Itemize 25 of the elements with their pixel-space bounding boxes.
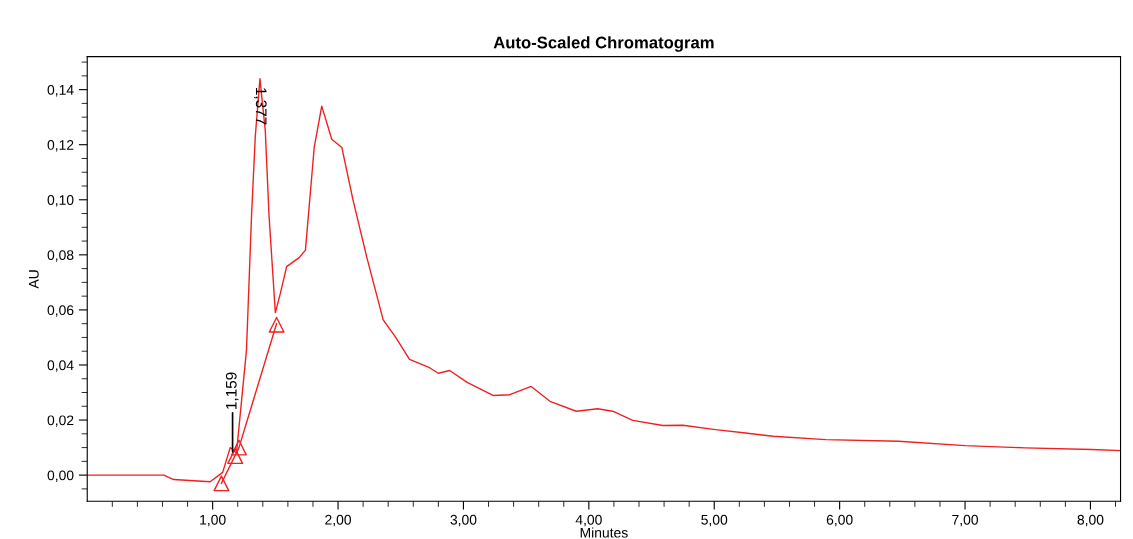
x-tick-label: 5,00 [701,514,728,527]
point [230,439,247,456]
point [227,448,244,465]
y-tick-label: 0,00 [47,470,74,482]
point [213,475,230,492]
y-tick-label: 0,12 [47,140,74,152]
y-tick-label: 0,06 [47,305,74,317]
chart-title: Auto-Scaled Chromatogram [493,36,714,52]
y-tick-label: 0,04 [47,360,74,372]
annotation: 1,377 [254,88,267,125]
x-tick-label: 8,00 [1077,514,1104,527]
x-tick-label: 2,00 [325,514,352,527]
x-tick-label: 1,00 [200,514,226,527]
x-tick-label: 6,00 [826,514,853,527]
point [268,316,285,333]
x-axis-title: Minutes [580,527,628,538]
y-axis-title: AU [29,270,39,289]
y-tick-label: 0,10 [47,195,74,207]
annotation: 1,159 [225,372,239,409]
x-tick-label: 4,00 [575,514,602,527]
y-tick-label: 0,08 [47,250,74,262]
y-tick-label: 0,14 [47,84,74,97]
x-tick-label: 3,00 [450,514,477,527]
y-tick-label: 0,02 [47,415,74,427]
x-tick-label: 7,00 [952,514,979,527]
